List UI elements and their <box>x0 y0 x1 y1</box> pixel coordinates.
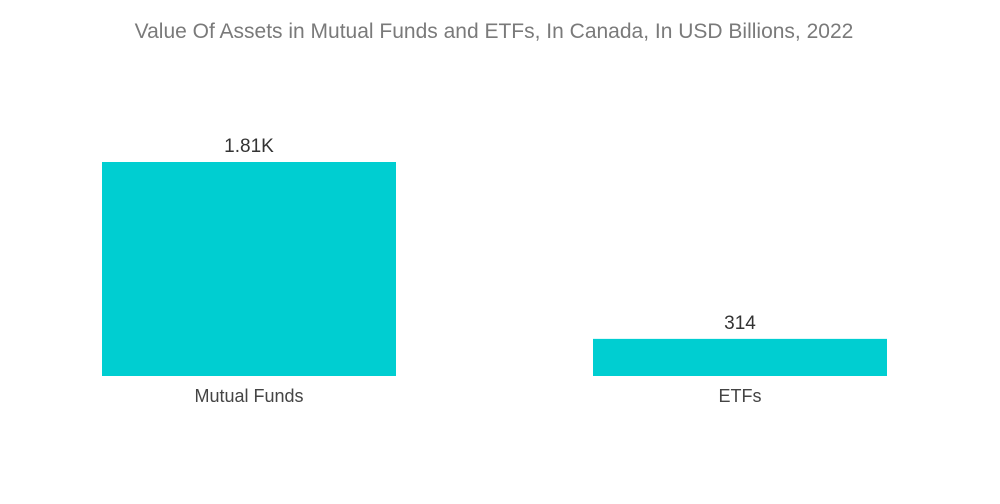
bar-etfs <box>593 338 887 376</box>
data-label-etfs: 314 <box>724 313 756 334</box>
category-label-mutual-funds: Mutual Funds <box>194 386 303 406</box>
chart-title: Value Of Assets in Mutual Funds and ETFs… <box>135 20 854 43</box>
data-label-mutual-funds: 1.81K <box>224 136 274 157</box>
bars-layer <box>102 162 887 376</box>
bar-mutual-funds <box>102 162 396 376</box>
labels-layer: 1.81K Mutual Funds 314 ETFs <box>194 136 761 406</box>
category-label-etfs: ETFs <box>719 386 762 406</box>
